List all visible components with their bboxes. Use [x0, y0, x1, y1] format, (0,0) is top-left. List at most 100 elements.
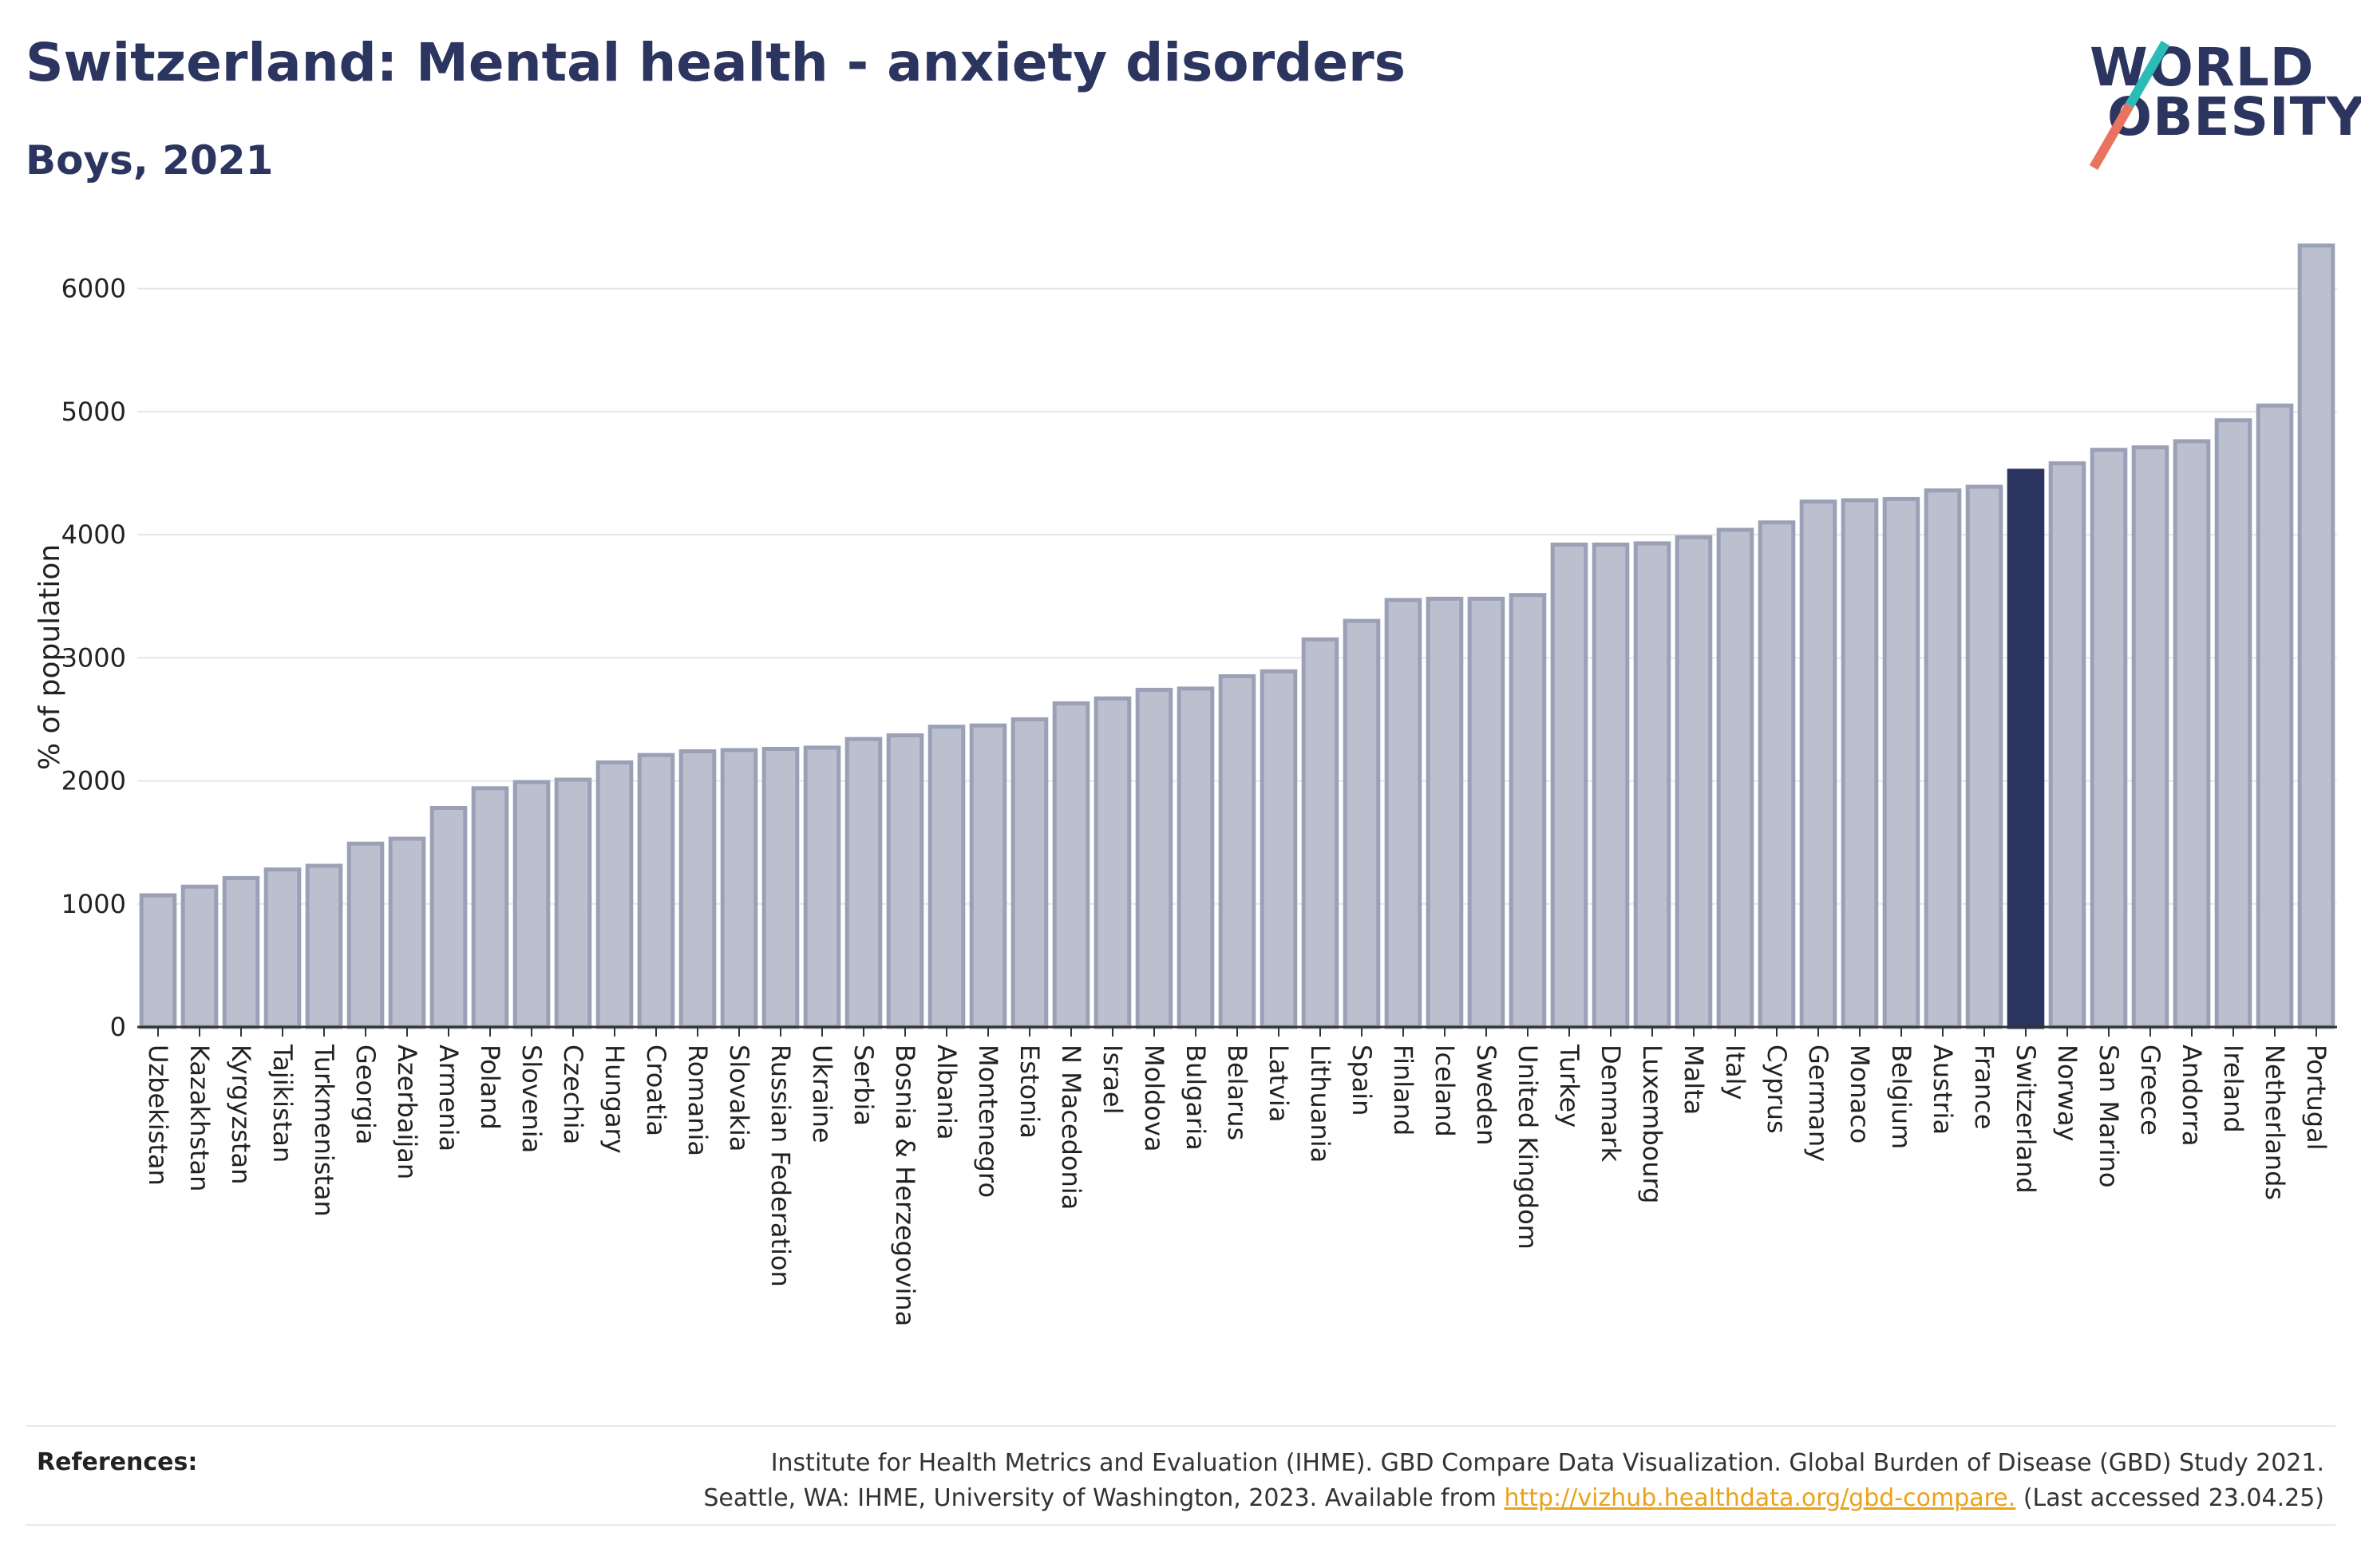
bar [263, 867, 302, 1029]
y-tick-label: 5000 [61, 397, 126, 427]
x-tick-label: Ukraine [807, 1045, 837, 1143]
bar [512, 780, 551, 1029]
x-tick-label: Sweden [1471, 1045, 1501, 1145]
bar [429, 805, 468, 1029]
bar [1882, 496, 1920, 1029]
x-tick-label: Iceland [1430, 1045, 1460, 1137]
x-tick-label: Switzerland [2011, 1045, 2041, 1194]
bar [1550, 542, 1588, 1029]
bar [2214, 418, 2252, 1029]
bar [1343, 618, 1381, 1029]
bar [1633, 541, 1671, 1029]
x-tick-label: Georgia [350, 1045, 381, 1144]
page-title: Switzerland: Mental health - anxiety dis… [26, 32, 1406, 93]
y-tick-label: 0 [110, 1012, 126, 1042]
bar [720, 748, 758, 1029]
x-tick-label: Luxembourg [1637, 1045, 1667, 1203]
x-tick-label: Slovenia [516, 1045, 547, 1153]
x-tick-label: United Kingdom [1513, 1045, 1543, 1250]
bar [1799, 499, 1837, 1029]
bar [1509, 593, 1547, 1029]
bar [1384, 598, 1422, 1029]
references-text: Institute for Health Metrics and Evaluat… [703, 1446, 2324, 1516]
x-tick-label: Romania [682, 1045, 713, 1156]
x-tick-label: Croatia [641, 1045, 671, 1136]
bar [1426, 596, 1464, 1029]
x-tick-label: Moldova [1139, 1045, 1169, 1152]
y-tick-label: 6000 [61, 274, 126, 304]
logo-word-obesity: OBESITY [2107, 86, 2361, 148]
x-tick-label: Spain [1347, 1045, 1377, 1116]
x-tick-label: Bulgaria [1180, 1045, 1211, 1151]
x-tick-label: Italy [1720, 1045, 1750, 1100]
x-tick-label: Turkey [1554, 1044, 1584, 1128]
x-tick-label: Kyrgyzstan [226, 1045, 256, 1184]
x-tick-label: Montenegro [973, 1045, 1003, 1198]
bar [1467, 596, 1505, 1029]
x-tick-label: Denmark [1596, 1045, 1626, 1163]
bar [1758, 520, 1796, 1029]
bar [1965, 484, 2003, 1029]
bar [1093, 696, 1132, 1029]
bar [927, 725, 966, 1029]
bar [1592, 542, 1630, 1029]
bar [844, 737, 883, 1029]
bar [2297, 243, 2335, 1029]
bar [139, 893, 177, 1029]
references-line-2: Seattle, WA: IHME, University of Washing… [703, 1481, 2324, 1516]
x-tick-label: San Marino [2094, 1045, 2124, 1188]
x-tick-label: Estonia [1014, 1045, 1045, 1139]
x-tick-label: Ireland [2218, 1045, 2248, 1133]
logo-word-world: WORLD [2090, 37, 2315, 98]
world-obesity-logo: WORLD OBESITY [2083, 32, 2361, 170]
references-link[interactable]: http://vizhub.healthdata.org/gbd-compare… [1504, 1484, 2016, 1512]
x-tick-label: Uzbekistan [143, 1045, 173, 1186]
x-tick-label: Netherlands [2260, 1045, 2290, 1200]
bar [1301, 637, 1339, 1029]
x-tick-label: Norway [2052, 1045, 2082, 1141]
bar [1135, 687, 1173, 1029]
x-tick-label: Cyprus [1762, 1045, 1792, 1134]
x-tick-label: Belgium [1886, 1045, 1916, 1149]
x-tick-label: Malta [1679, 1045, 1709, 1115]
x-tick-label: Kazakhstan [184, 1045, 215, 1191]
bar [180, 884, 219, 1029]
bar [1716, 527, 1754, 1029]
bar [803, 745, 841, 1029]
bar [2090, 448, 2128, 1029]
bar [678, 749, 717, 1029]
bar [2256, 403, 2294, 1029]
x-tick-label: Poland [475, 1045, 505, 1130]
references-line-1: Institute for Health Metrics and Evaluat… [770, 1449, 2324, 1477]
y-axis-label: % of population [34, 544, 66, 770]
bar [554, 777, 592, 1029]
y-tick-label: 1000 [61, 889, 126, 919]
x-tick-label: Belarus [1222, 1045, 1252, 1140]
x-tick-label: Russian Federation [765, 1045, 796, 1287]
x-tick-label: Israel [1097, 1045, 1128, 1114]
x-tick-label: Portugal [2301, 1045, 2331, 1151]
bar [761, 746, 800, 1029]
bar-highlight [2007, 468, 2045, 1029]
bar [1841, 498, 1879, 1029]
y-tick-label: 3000 [61, 642, 126, 673]
bar [1052, 701, 1090, 1029]
x-tick-label: Lithuania [1305, 1045, 1335, 1163]
bar [471, 786, 509, 1029]
references-label: References: [37, 1448, 198, 1476]
x-tick-label: France [1969, 1045, 1999, 1129]
x-tick-label: Germany [1803, 1045, 1833, 1162]
x-tick-label: Slovakia [724, 1045, 754, 1151]
x-tick-label: Azerbaijan [392, 1045, 422, 1179]
bar [1260, 669, 1298, 1029]
x-tick-label: Finland [1388, 1045, 1418, 1136]
references-line-2-suffix: (Last accessed 23.04.25) [2023, 1484, 2324, 1512]
x-tick-label: Serbia [848, 1045, 879, 1126]
bar [1177, 686, 1215, 1029]
x-tick-label: Hungary [599, 1045, 630, 1154]
y-tick-label: 4000 [61, 519, 126, 550]
x-tick-label: Austria [1928, 1045, 1958, 1135]
references-bottom-rule [26, 1524, 2335, 1526]
x-tick-label: Czechia [558, 1045, 588, 1144]
x-tick-label: Albania [931, 1045, 962, 1139]
